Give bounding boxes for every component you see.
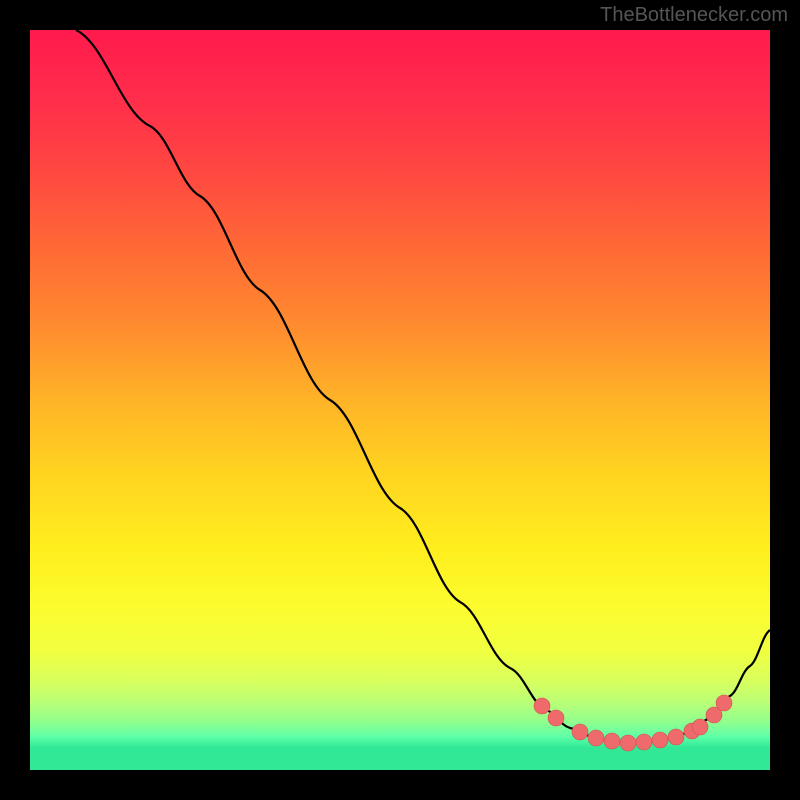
data-marker [548, 710, 564, 726]
data-marker [692, 719, 708, 735]
plot-area [30, 30, 770, 770]
data-marker [620, 735, 636, 751]
curve-overlay [30, 30, 770, 770]
data-marker [668, 729, 684, 745]
data-marker [572, 724, 588, 740]
data-marker [636, 734, 652, 750]
data-marker [716, 695, 732, 711]
data-marker [534, 698, 550, 714]
data-marker [588, 730, 604, 746]
watermark-text: TheBottlenecker.com [600, 4, 788, 27]
bottleneck-curve [76, 30, 770, 743]
data-marker [652, 732, 668, 748]
data-marker [604, 733, 620, 749]
